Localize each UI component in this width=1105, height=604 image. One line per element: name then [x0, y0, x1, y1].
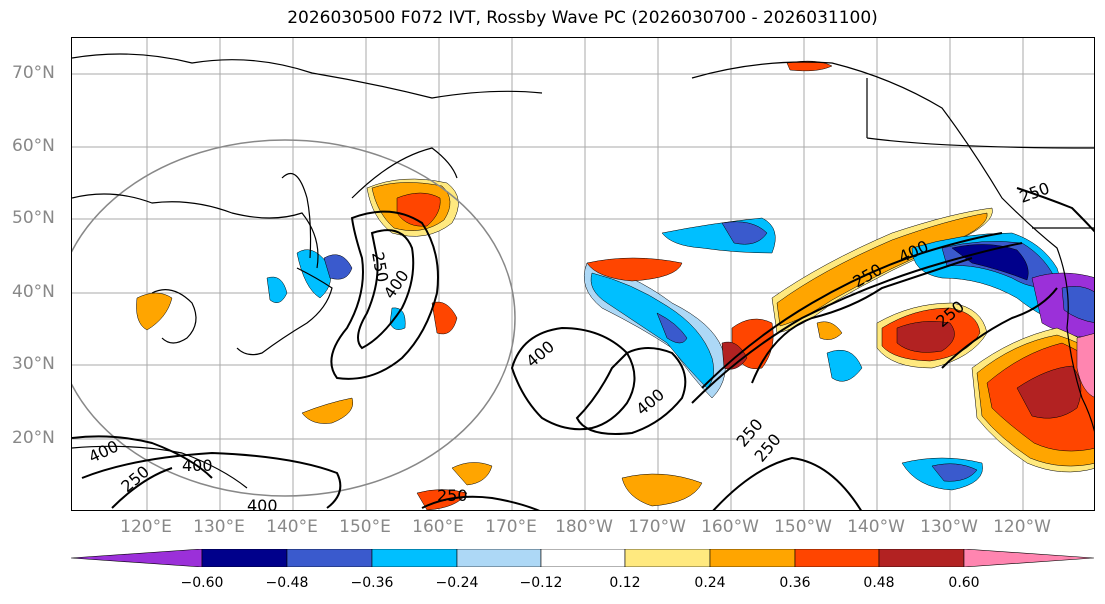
lon-label-180w: 180°W	[555, 517, 613, 537]
contour-label: 250	[117, 462, 153, 496]
fill-okhotsk-red	[396, 192, 441, 227]
colorbar-tick-label: 0.48	[863, 575, 895, 591]
lat-label-20n: 20°N	[12, 428, 55, 448]
contour-sw-250	[111, 467, 173, 509]
lon-label-170w: 170°W	[628, 517, 686, 537]
contour-japan-250	[330, 210, 439, 380]
lat-label-50n: 50°N	[12, 208, 55, 228]
colorbar-swatch-9	[878, 549, 965, 567]
contour-cp-inner	[575, 347, 687, 435]
colorbar-swatch-0	[71, 549, 203, 567]
contour-label: 250	[437, 486, 468, 505]
figure-title: 2026030500 F072 IVT, Rossby Wave PC (202…	[287, 8, 878, 28]
lon-label-120e: 120°E	[120, 517, 172, 537]
fill-pos-south2	[451, 462, 493, 486]
lat-label-70n: 70°N	[12, 63, 55, 83]
contour-japan-400	[357, 229, 415, 350]
lon-label-150w: 150°W	[774, 517, 832, 537]
lon-label-140e: 140°E	[266, 517, 318, 537]
colorbar-swatch-1	[201, 549, 288, 567]
fill-ne-purple-dark	[1061, 286, 1094, 323]
fill-sw-pink	[1076, 333, 1094, 398]
fill-pos-south	[301, 397, 354, 424]
lon-label-160w: 160°W	[701, 517, 759, 537]
colorbar-tick-label: 0.24	[694, 575, 726, 591]
contour-s-250	[421, 495, 540, 510]
fill-japan-neg3	[266, 276, 288, 304]
colorbar	[71, 549, 1095, 567]
fill-ne-neg3	[951, 244, 1029, 281]
colorbar-swatch-2	[286, 549, 373, 567]
anomaly-fills	[136, 60, 1094, 510]
lon-label-130w: 130°W	[920, 517, 978, 537]
lat-label-30n: 30°N	[12, 354, 55, 374]
coastlines	[72, 53, 1094, 489]
lat-label-40n: 40°N	[12, 282, 55, 302]
fill-s-neg2	[931, 463, 978, 482]
colorbar-swatch-7	[709, 549, 796, 567]
colorbar-tick-label: 0.60	[948, 575, 980, 591]
colorbar-swatch-10	[963, 549, 1095, 567]
colorbar-tick-label: −0.24	[435, 575, 479, 591]
lon-label-130e: 130°E	[193, 517, 245, 537]
lat-label-60n: 60°N	[12, 136, 55, 156]
contour-s-250b	[712, 456, 862, 510]
fill-sw-pos-dark	[1016, 365, 1082, 419]
fill-mid-neg	[826, 349, 863, 382]
fill-pos-east-japan	[431, 301, 458, 335]
contour-label: 400	[86, 436, 122, 466]
colorbar-swatch-3	[371, 549, 458, 567]
contour-ep-250b	[751, 257, 973, 384]
fill-cp-mid	[656, 312, 688, 344]
fill-ep-orange	[776, 212, 988, 327]
colorbar-tick-label: −0.48	[265, 575, 309, 591]
lon-label-170e: 170°E	[485, 517, 537, 537]
colorbar-swatch-8	[794, 549, 880, 567]
contour-sw-400b	[81, 451, 342, 509]
lon-label-140w: 140°W	[847, 517, 905, 537]
colorbar-tick-label: −0.36	[350, 575, 394, 591]
contour-ne-250	[1016, 187, 1094, 233]
colorbar-tick-label: −0.60	[180, 575, 224, 591]
fill-japan-neg2	[323, 254, 353, 280]
colorbar-swatch-5	[540, 549, 626, 567]
fill-japan-neg	[296, 249, 331, 299]
fill-s-pos	[621, 473, 703, 507]
map-panel: 250 400 400 250 400 400 400 250 250 400 …	[71, 37, 1095, 511]
contour-label: 400	[247, 496, 278, 511]
colorbar-swatch-6	[624, 549, 711, 567]
colorbar-swatch-4	[456, 549, 542, 567]
contour-label: 250	[1017, 178, 1052, 206]
contour-label: 400	[632, 385, 668, 419]
ivt-contours	[72, 187, 1094, 510]
fill-sub-red	[896, 321, 955, 353]
analysis-circle	[72, 139, 516, 497]
colorbar-tick-label: 0.12	[609, 575, 641, 591]
colorbar-tick-label: −0.12	[519, 575, 563, 591]
fill-neg-small-1	[389, 307, 406, 330]
lon-label-150e: 150°E	[339, 517, 391, 537]
fill-korea-pos	[136, 292, 173, 331]
fill-north-pac-neg2	[721, 221, 768, 245]
contour-cp-400	[510, 326, 636, 431]
contour-sw-400	[72, 435, 213, 479]
map-canvas: 250 400 400 250 400 400 400 250 250 400 …	[72, 38, 1094, 511]
fill-alaska-pos	[786, 60, 833, 72]
fill-mid-pos	[816, 321, 843, 340]
contour-label: 400	[182, 456, 213, 475]
contour-ep-250a	[701, 232, 1003, 389]
lon-label-120w: 120°W	[993, 517, 1051, 537]
contour-sub-250	[941, 287, 1058, 369]
fill-np-pos	[586, 257, 683, 282]
contour-ep-400	[691, 242, 1023, 404]
lon-label-160e: 160°E	[412, 517, 464, 537]
colorbar-tick-label: 0.36	[779, 575, 811, 591]
